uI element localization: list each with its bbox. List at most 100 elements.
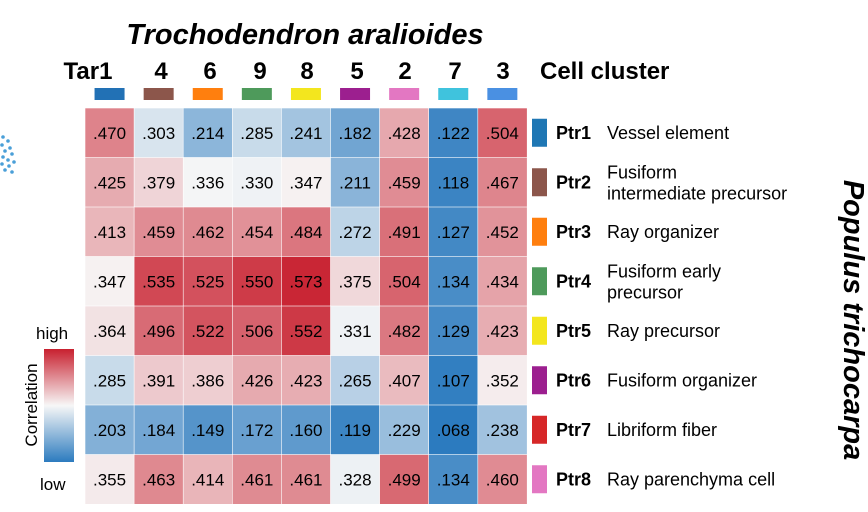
cell-value-label: .499 xyxy=(388,470,421,489)
legend-title: Correlation xyxy=(22,363,41,446)
row-code-label: Ptr8 xyxy=(556,469,591,489)
heatmap-cell xyxy=(232,305,283,357)
column-swatch xyxy=(241,88,272,100)
cell-value-label: .347 xyxy=(93,272,126,291)
row-description: Vessel element xyxy=(607,123,729,143)
cell-value-label: .375 xyxy=(339,272,372,291)
cell-value-label: .347 xyxy=(289,173,322,192)
cell-value-label: .238 xyxy=(486,421,519,440)
row-code-label: Ptr4 xyxy=(556,271,591,291)
heatmap-cell xyxy=(281,107,332,159)
cell-value-label: .303 xyxy=(142,124,175,143)
cell-value-label: .425 xyxy=(93,173,126,192)
column-swatch xyxy=(487,88,518,100)
heatmap-cell xyxy=(477,157,528,208)
column-swatch xyxy=(290,88,321,100)
cell-value-label: .364 xyxy=(93,322,126,341)
row-description: Ray precursor xyxy=(607,321,720,341)
heatmap-cell xyxy=(428,107,479,159)
heatmap-cell xyxy=(477,454,528,505)
cell-value-label: .423 xyxy=(486,322,519,341)
column-color-swatches xyxy=(94,88,518,100)
heatmap-cell xyxy=(182,404,233,456)
heatmap-cell xyxy=(133,355,184,406)
column-label: 9 xyxy=(253,58,266,85)
column-label: 7 xyxy=(448,58,461,85)
row-code-label: Ptr7 xyxy=(556,420,591,440)
column-swatch xyxy=(389,88,420,100)
heatmap-cell xyxy=(232,107,283,159)
column-label: 5 xyxy=(350,58,363,85)
cell-value-label: .434 xyxy=(486,272,519,291)
column-label: 8 xyxy=(300,58,313,85)
cell-value-label: .454 xyxy=(240,223,273,242)
column-label: 3 xyxy=(496,58,509,85)
heatmap-cell xyxy=(379,206,430,258)
cell-value-label: .127 xyxy=(437,223,470,242)
heatmap-cell xyxy=(84,157,135,208)
cell-value-label: .423 xyxy=(289,371,322,390)
heatmap-cell xyxy=(477,256,528,307)
row-description: intermediate precursor xyxy=(607,183,787,203)
row-swatch xyxy=(532,168,547,197)
row-color-swatches xyxy=(532,118,547,494)
cell-value-label: .160 xyxy=(289,421,322,440)
cell-value-label: .467 xyxy=(486,173,519,192)
heatmap-cell xyxy=(182,305,233,357)
cell-value-label: .134 xyxy=(437,272,470,291)
heatmap-cell xyxy=(379,305,430,357)
column-swatch xyxy=(143,88,174,100)
column-label: 6 xyxy=(203,58,216,85)
heatmap-cell xyxy=(477,305,528,357)
legend-high-label: high xyxy=(36,324,68,343)
cell-value-label: .462 xyxy=(191,223,224,242)
cell-value-label: .328 xyxy=(339,470,372,489)
cell-value-label: .211 xyxy=(339,173,371,192)
cell-value-label: .506 xyxy=(240,322,273,341)
column-swatch xyxy=(94,88,125,100)
cell-value-label: .119 xyxy=(339,421,371,440)
cell-value-label: .265 xyxy=(339,371,372,390)
heatmap-cell xyxy=(232,454,283,505)
cell-value-label: .355 xyxy=(93,470,126,489)
row-description: Fusiform early xyxy=(607,261,721,281)
cell-value-label: .452 xyxy=(486,223,519,242)
heatmap-cell xyxy=(428,157,479,208)
row-labels: Ptr1 Vessel element Ptr2 Fusiformintermedia… xyxy=(556,123,787,490)
cell-value-label: .522 xyxy=(191,322,224,341)
cell-value-label: .330 xyxy=(240,173,273,192)
row-description: Libriform fiber xyxy=(607,420,717,440)
side-title: Populus trichocarpa xyxy=(837,180,868,460)
heatmap-cell xyxy=(232,355,283,406)
heatmap-cell xyxy=(133,206,184,258)
heatmap-cell xyxy=(232,256,283,307)
heatmap-cell xyxy=(281,355,332,406)
row-code-label: Ptr6 xyxy=(556,370,591,390)
cell-value-label: .129 xyxy=(437,322,470,341)
heatmap-cell xyxy=(182,355,233,406)
heatmap-cell xyxy=(330,355,381,406)
row-swatch xyxy=(532,267,547,296)
cell-value-label: .459 xyxy=(142,223,175,242)
cell-value-label: .470 xyxy=(93,124,126,143)
column-swatch xyxy=(192,88,223,100)
heatmap-cell xyxy=(281,157,332,208)
cell-value-label: .172 xyxy=(240,421,273,440)
cell-value-label: .535 xyxy=(142,272,175,291)
heatmap-cell xyxy=(428,256,479,307)
cell-value-label: .134 xyxy=(437,470,470,489)
cell-value-label: .460 xyxy=(486,470,519,489)
cell-value-label: .068 xyxy=(437,421,470,440)
cell-value-label: .391 xyxy=(142,371,175,390)
heatmap-cell xyxy=(232,157,283,208)
row-swatch xyxy=(532,217,547,246)
heatmap-cell xyxy=(330,305,381,357)
cell-value-label: .379 xyxy=(142,173,175,192)
heatmap-cell xyxy=(379,454,430,505)
heatmap-cell xyxy=(428,454,479,505)
cell-value-label: .336 xyxy=(191,173,224,192)
heatmap-cell xyxy=(84,454,135,505)
heatmap-cell xyxy=(182,107,233,159)
column-labels: Tar1 4 6 9 8 5 2 7 3 xyxy=(64,58,510,85)
cell-value-label: .414 xyxy=(191,470,224,489)
